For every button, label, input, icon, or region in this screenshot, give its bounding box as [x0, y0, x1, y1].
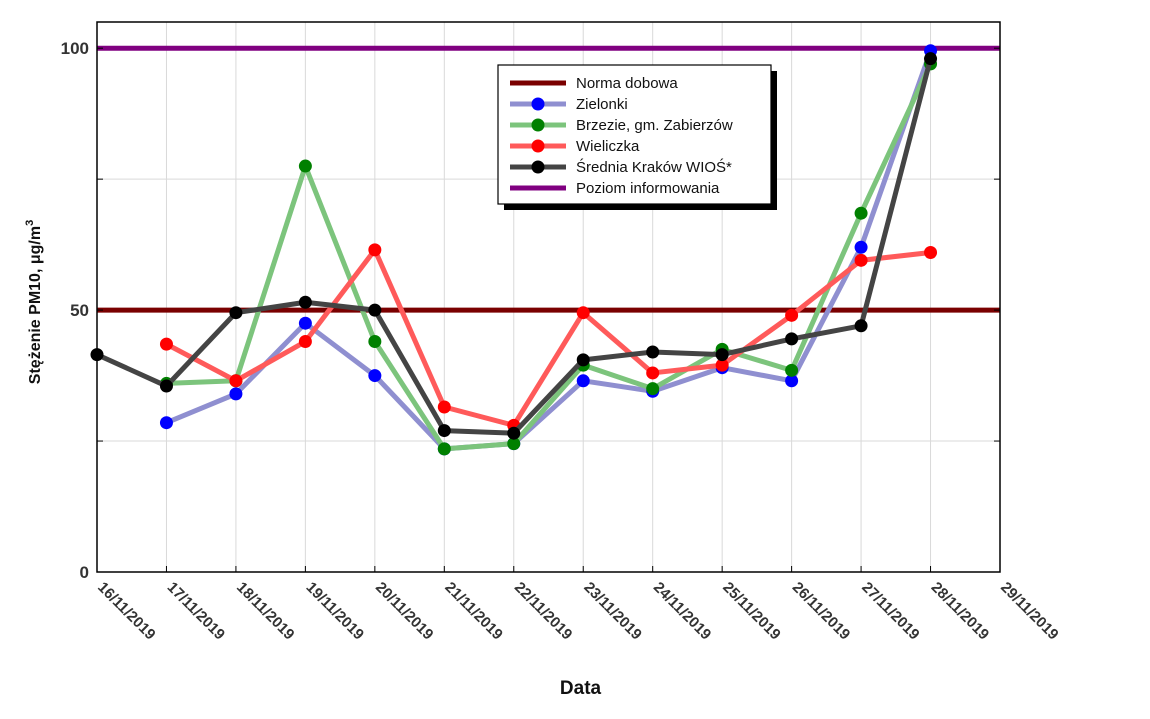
x-tick-label: 17/11/2019 — [164, 579, 229, 644]
series-line — [163, 61, 934, 452]
x-tick-label: 29/11/2019 — [997, 579, 1062, 644]
legend-item: Wieliczka — [510, 138, 640, 155]
legend-marker — [531, 118, 545, 132]
series-line — [163, 48, 934, 452]
legend-item: Poziom informowania — [510, 180, 720, 197]
legend-item: Zielonki — [510, 96, 628, 113]
data-point — [298, 316, 312, 330]
data-point — [437, 424, 451, 438]
data-point — [368, 303, 382, 317]
data-point — [368, 335, 382, 349]
x-tick-label: 26/11/2019 — [789, 579, 854, 644]
x-tick-label: 25/11/2019 — [719, 579, 784, 644]
data-point — [854, 319, 868, 333]
legend-item: Norma dobowa — [510, 75, 678, 92]
data-point — [368, 369, 382, 383]
data-point — [854, 253, 868, 267]
data-point — [924, 245, 938, 259]
data-point — [646, 366, 660, 380]
data-point — [159, 379, 173, 393]
y-tick-label: 100 — [61, 39, 89, 58]
series-line — [163, 247, 934, 428]
data-point — [437, 442, 451, 456]
data-point — [785, 374, 799, 388]
data-point — [785, 363, 799, 377]
legend: Norma dobowa Zielonki Brzezie, gm. Zabierz… — [497, 64, 777, 210]
y-axis-title-main: Stężenie PM10, μg/m — [27, 226, 44, 384]
data-point — [715, 358, 729, 372]
x-axis-ticks: 16/11/2019 17/11/2019 18/11/2019 19/11/2019… — [94, 566, 1062, 643]
series-group — [159, 243, 938, 432]
data-point — [785, 308, 799, 322]
legend-label: Wieliczka — [576, 138, 640, 155]
data-point — [298, 159, 312, 173]
x-tick-label: 27/11/2019 — [858, 579, 923, 644]
data-point — [159, 337, 173, 351]
y-axis-title: Stężenie PM10, μg/m3 — [24, 220, 44, 384]
x-tick-label: 28/11/2019 — [928, 579, 993, 644]
x-axis-title: Data — [560, 678, 602, 699]
data-point — [646, 382, 660, 396]
legend-box — [497, 64, 772, 205]
data-point — [507, 437, 521, 451]
data-point — [229, 306, 243, 320]
x-tick-label: 19/11/2019 — [303, 579, 368, 644]
x-tick-label: 21/11/2019 — [441, 579, 506, 644]
data-point — [576, 306, 590, 320]
y-axis-ticks: 0 50 100 — [61, 39, 1000, 582]
x-tick-label: 16/11/2019 — [94, 579, 159, 644]
data-point — [298, 335, 312, 349]
data-point — [715, 348, 729, 362]
legend-label: Norma dobowa — [576, 75, 678, 92]
series-group — [90, 52, 938, 440]
data-point — [159, 416, 173, 430]
x-tick-label: 20/11/2019 — [372, 579, 437, 644]
legend-label: Poziom informowania — [576, 180, 720, 197]
x-tick-label: 24/11/2019 — [650, 579, 715, 644]
legend-label: Zielonki — [576, 96, 628, 113]
data-point — [646, 345, 660, 359]
plot-frame — [96, 21, 1001, 573]
data-point — [924, 52, 938, 66]
y-tick-label: 0 — [80, 563, 89, 582]
data-point — [854, 240, 868, 254]
legend-marker — [531, 97, 545, 111]
x-tick-label: 23/11/2019 — [580, 579, 645, 644]
data-point — [229, 374, 243, 388]
y-tick-label: 50 — [70, 301, 89, 320]
data-point — [576, 353, 590, 367]
data-point — [854, 206, 868, 220]
data-point — [785, 332, 799, 346]
data-point — [437, 400, 451, 414]
data-point — [229, 387, 243, 401]
legend-item: Brzezie, gm. Zabierzów — [510, 117, 733, 134]
x-tick-label: 22/11/2019 — [511, 579, 576, 644]
data-series — [90, 44, 938, 456]
data-point — [298, 295, 312, 309]
data-point — [368, 243, 382, 257]
data-point — [576, 374, 590, 388]
legend-item: Średnia Kraków WIOŚ* — [510, 158, 732, 176]
y-axis-title-superscript: 3 — [24, 220, 36, 226]
legend-label: Brzezie, gm. Zabierzów — [576, 117, 733, 134]
legend-marker — [531, 160, 545, 174]
legend-marker — [531, 139, 545, 153]
x-tick-label: 18/11/2019 — [233, 579, 298, 644]
legend-label: Średnia Kraków WIOŚ* — [576, 158, 732, 176]
data-point — [507, 426, 521, 440]
